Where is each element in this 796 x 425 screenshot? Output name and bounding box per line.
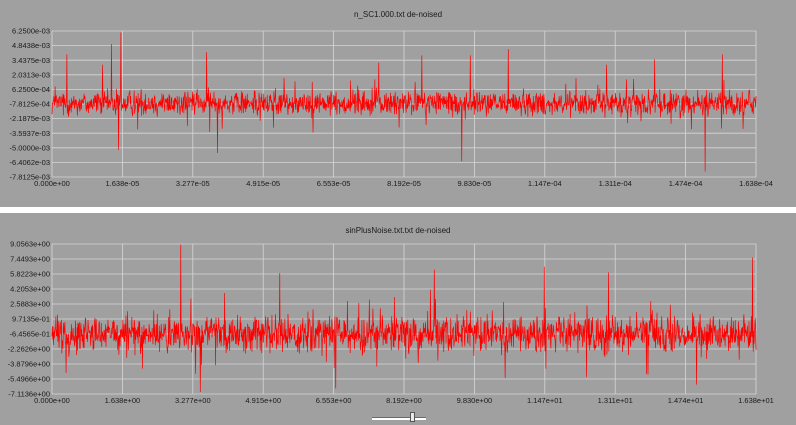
chart-panel-bottom: sinPlusNoise.txt.txt de-noised 9.0563e+0…: [0, 213, 796, 410]
x-tick-label: 6.553e+00: [316, 396, 352, 405]
x-tick-label: 1.311e+01: [598, 396, 633, 405]
y-tick-label: 4.2053e+00: [10, 285, 50, 294]
x-tick-label: 1.638e-05: [106, 179, 140, 188]
y-tick-label: -3.8796e+00: [8, 360, 50, 369]
x-tick-label: 0.000e+00: [34, 396, 70, 405]
chart-title-top: n_SC1.000.txt de-noised: [353, 10, 443, 19]
y-tick-label: -5.4966e+00: [8, 375, 50, 384]
chart-title-bottom: sinPlusNoise.txt.txt de-noised: [345, 226, 451, 235]
x-tick-label: 3.277e-05: [176, 179, 210, 188]
x-tick-label: 3.277e+00: [175, 396, 211, 405]
x-tick-label: 1.474e-04: [669, 179, 703, 188]
x-tick-label: 9.830e-05: [458, 179, 492, 188]
y-tick-label: 6.2500e-03: [12, 27, 50, 36]
y-tick-label: 2.5883e+00: [10, 300, 50, 309]
y-tick-label: -5.0000e-03: [10, 143, 50, 152]
y-tick-label: 7.4493e+00: [10, 255, 50, 264]
x-tick-label: 0.000e+00: [34, 179, 70, 188]
y-tick-label: -6.4565e-01: [10, 330, 50, 339]
series-line: [51, 32, 757, 172]
y-tick-label: -7.1136e+00: [8, 390, 50, 399]
y-tick-label: -7.8125e-03: [10, 173, 50, 182]
x-tick-label: 1.147e+01: [527, 396, 563, 405]
x-tick-label: 1.147e-04: [528, 179, 562, 188]
slider-handle[interactable]: [410, 412, 415, 422]
y-tick-label: -6.4062e-03: [10, 158, 50, 167]
x-tick-label: 1.638e+00: [105, 396, 141, 405]
x-tick-label: 1.311e-04: [599, 179, 632, 188]
y-tick-label: 2.0313e-03: [12, 70, 50, 79]
y-tick-label: -2.1875e-03: [10, 114, 50, 123]
y-tick-label: 9.7135e-01: [12, 315, 50, 324]
x-tick-label: 8.192e-05: [387, 179, 421, 188]
x-tick-label: 1.638e-04: [739, 179, 773, 188]
y-tick-label: -7.8125e-04: [10, 100, 50, 109]
x-tick-label: 4.915e+00: [245, 396, 281, 405]
plot-area-top: 6.2500e-03 4.8438e-03 3.4375e-03 2.0313e-03…: [10, 27, 773, 188]
y-tick-label: 6.2500e-04: [12, 85, 50, 94]
y-tick-label: -2.2626e+00: [8, 345, 50, 354]
y-tick-label: 9.0563e+00: [10, 240, 50, 249]
y-tick-label: 5.8223e+00: [10, 270, 50, 279]
x-tick-label: 1.474e+01: [668, 396, 704, 405]
series-line: [51, 244, 757, 393]
x-tick-label: 9.830e+00: [457, 396, 493, 405]
panel-divider[interactable]: [0, 207, 796, 213]
y-tick-label: -3.5937e-03: [10, 129, 50, 138]
y-tick-label: 4.8438e-03: [12, 41, 50, 50]
y-tick-label: 3.4375e-03: [12, 56, 50, 65]
slider-track[interactable]: [372, 417, 426, 420]
plot-area-bottom: 9.0563e+00 7.4493e+00 5.8223e+00 4.2053e+00…: [8, 240, 774, 405]
x-tick-label: 8.192e+00: [386, 396, 422, 405]
chart-panel-top: n_SC1.000.txt de-noised 6.2500e-03 4.8438…: [0, 0, 796, 207]
zoom-slider[interactable]: [372, 412, 426, 422]
x-tick-label: 1.638e+01: [738, 396, 774, 405]
x-tick-label: 6.553e-05: [317, 179, 351, 188]
x-tick-label: 4.915e-05: [246, 179, 280, 188]
